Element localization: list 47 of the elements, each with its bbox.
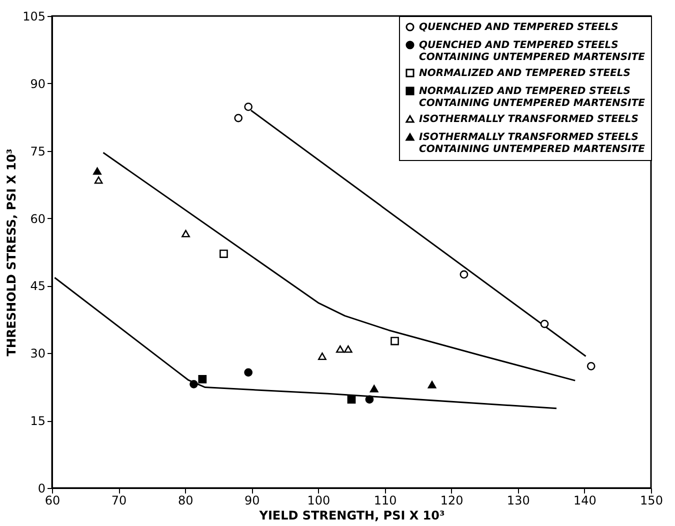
x-tick-label: 110 (374, 494, 397, 508)
y-tick-label: 30 (30, 346, 46, 361)
point (540, 320, 549, 328)
point (94, 176, 103, 184)
y-tick-label: 45 (30, 279, 46, 294)
y-tick-label: 0 (38, 482, 46, 496)
x-axis-title: YIELD STRENGTH, PSI X 10³ (258, 508, 445, 522)
point (190, 380, 198, 388)
legend-label: QUENCHED AND TEMPERED STEELS (419, 22, 618, 33)
point (460, 270, 468, 279)
y-tick-label: 75 (30, 144, 46, 158)
y-tick-label: 90 (30, 76, 46, 91)
legend-label: ISOTHERMALLY TRANSFORMED STEELS CONTAINING UNTEMPERED MARTENSITE (419, 132, 646, 155)
point (93, 167, 102, 175)
point (336, 345, 344, 353)
point (347, 395, 356, 404)
point (244, 102, 253, 111)
point (198, 375, 207, 384)
line-series (102, 152, 576, 382)
x-tick-label: 70 (111, 494, 127, 508)
x-tick-label: 60 (44, 494, 60, 508)
point (370, 384, 378, 392)
point (344, 345, 352, 353)
point (220, 250, 228, 258)
point (365, 395, 374, 404)
x-tick-label: 80 (178, 494, 194, 508)
legend-label: ISOTHERMALLY TRANSFORMED STEELS (419, 114, 638, 125)
legend-label: NORMALIZED AND TEMPERED STEELS CONTAINING UNTEMPERED MARTENSITE (419, 86, 646, 109)
point (318, 352, 326, 360)
x-tick-label: 90 (244, 494, 260, 508)
point (244, 368, 253, 377)
x-tick-label: 140 (573, 494, 596, 508)
y-tick-label: 60 (30, 212, 46, 226)
y-tick-label: 105 (22, 10, 46, 24)
legend-label: NORMALIZED AND TEMPERED STEELS (419, 68, 630, 79)
x-tick-label: 150 (640, 494, 663, 508)
point (428, 380, 436, 388)
point (586, 362, 596, 370)
y-tick-label: 15 (30, 414, 46, 428)
point (182, 230, 190, 238)
y-axis-title: THRESHOLD STRESS, PSI X 10³ (4, 148, 19, 356)
point (390, 336, 399, 346)
point (234, 114, 243, 122)
x-tick-label: 120 (440, 494, 464, 508)
legend-label: QUENCHED AND TEMPERED STEELS CONTAINING UNTEMPERED MARTENSITE (419, 40, 646, 63)
x-tick-label: 100 (307, 494, 330, 508)
x-tick-label: 130 (506, 494, 530, 508)
